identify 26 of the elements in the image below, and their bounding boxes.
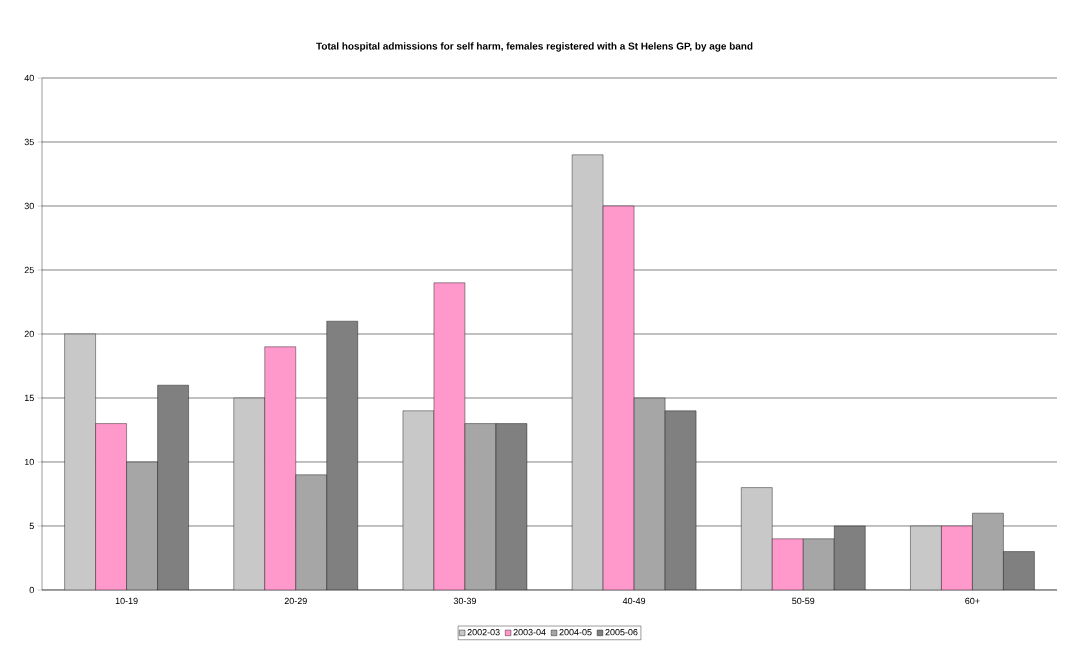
- y-tick-label: 35: [24, 138, 34, 146]
- y-tick-label: 10: [24, 458, 34, 466]
- bar: [1003, 551, 1035, 590]
- x-tick-label: 20-29: [284, 597, 307, 605]
- y-tick-label: 25: [24, 266, 34, 274]
- y-tick-label: 30: [24, 202, 34, 210]
- bar: [495, 423, 528, 590]
- bar: [326, 320, 358, 590]
- y-tick-label: 5: [29, 522, 34, 530]
- y-tick-label: 40: [24, 74, 34, 82]
- legend-label: 2002-03: [467, 629, 500, 636]
- x-tick-label: 50-59: [792, 597, 815, 605]
- y-tick-label: 15: [24, 394, 34, 402]
- chart-title: Total hospital admissions for self harm, females registered with a St Helens GP, by age band: [316, 42, 753, 52]
- legend-label: 2005-06: [605, 629, 638, 636]
- y-tick-label: 20: [24, 330, 34, 338]
- bar: [664, 410, 697, 590]
- x-tick-label: 40-49: [622, 597, 646, 605]
- bar: [157, 384, 189, 590]
- x-tick-label: 30-39: [453, 597, 476, 605]
- legend-label: 2004-05: [559, 629, 592, 636]
- y-tick-label: 0: [29, 586, 34, 594]
- x-tick-label: 10-19: [115, 597, 138, 605]
- legend-label: 2003-04: [513, 629, 546, 636]
- bar: [834, 525, 866, 590]
- x-tick-label: 60+: [965, 597, 980, 605]
